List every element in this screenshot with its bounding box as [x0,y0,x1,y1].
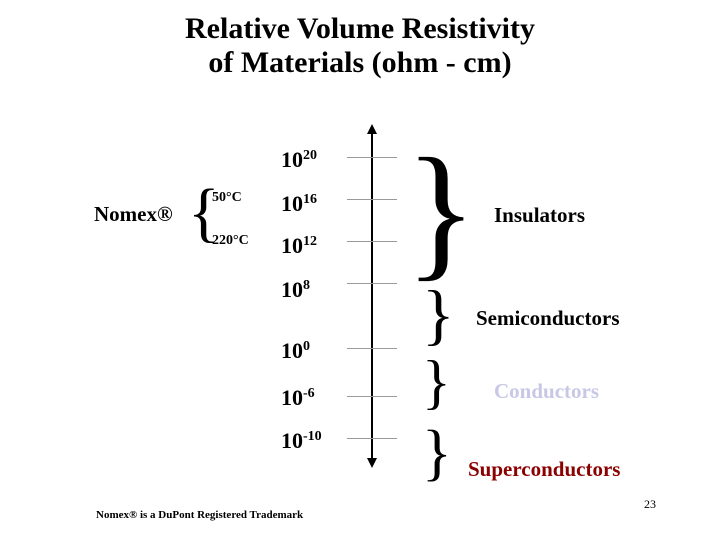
semiconductors-brace: } [422,276,455,352]
nomex-label: Nomex® [94,202,173,226]
category-superconductors: Superconductors [468,457,621,481]
title-line-2: of Materials (ohm - cm) [208,46,512,79]
scale-label-1e8: 108 [281,277,310,302]
nomex-temp-220c: 220°C [212,233,249,248]
axis-arrow-up [367,124,377,134]
scale-label-1e-6: 10-6 [281,385,315,410]
scale-label-1e0: 100 [281,338,310,363]
page-number: 23 [644,497,656,511]
footnote: Nomex® is a DuPont Registered Trademark [96,509,304,521]
tick-1e20 [347,157,397,158]
tick-1e-10 [347,438,397,439]
nomex-temp-50c: 50°C [212,190,242,205]
tick-1e16 [347,199,397,200]
tick-1e-6 [347,396,397,397]
category-semiconductors: Semiconductors [476,306,620,330]
tick-1e12 [347,241,397,242]
scale-label-1e12: 1012 [281,233,317,258]
conductors-brace: } [422,349,451,415]
title-line-1: Relative Volume Resistivity [185,12,535,45]
nomex-brace: { [188,176,220,249]
tick-1e0 [347,348,397,349]
category-conductors: Conductors [494,379,600,403]
category-insulators: Insulators [494,203,586,227]
tick-1e8 [347,283,397,284]
insulators-brace: } [405,128,477,294]
superconductors-brace: } [422,419,452,487]
scale-label-1e-10: 10-10 [281,428,322,453]
slide-title: Relative Volume Resistivity of Materials… [0,12,720,80]
scale-label-1e16: 1016 [281,191,317,216]
axis-arrow-down [367,458,377,468]
scale-label-1e20: 1020 [281,147,317,172]
